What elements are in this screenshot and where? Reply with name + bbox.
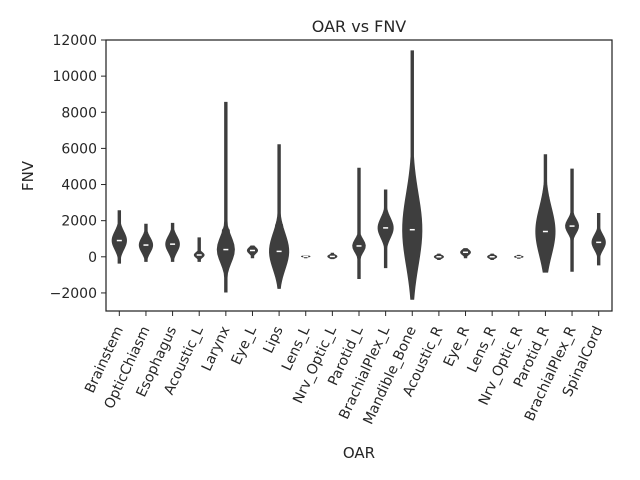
violin-Parotid_R [535,154,556,273]
violin-SpinalCord [591,212,606,266]
violin-iqr-box [568,220,577,234]
violin-OpticChiasm [138,223,154,262]
violin-Brainstem [111,210,127,264]
violin-Larynx [216,101,235,293]
violin-iqr-box [168,236,177,251]
y-tick-label: −2000 [50,286,97,302]
y-tick-label: 8000 [61,105,97,121]
violin-iqr-box [355,237,363,250]
violin-iqr-box [594,237,603,252]
violin-Nrv_Optic_R [514,254,524,259]
violin-Esophagus [165,222,180,262]
chart-title: OAR vs FNV [312,17,407,36]
violin-iqr-box [221,227,230,252]
y-tick-label: 12000 [52,33,97,49]
y-axis: −2000 0 2000 4000 6000 8000 10000 12000 [50,33,106,302]
violin-Acoustic_R [433,253,444,261]
violin-Lens_R [487,253,498,261]
violin-iqr-box [381,217,390,236]
y-tick-label: 10000 [52,69,97,85]
y-tick-label: 2000 [61,214,97,230]
plot-area [111,50,606,300]
x-axis-label: OAR [343,444,375,462]
violin-Eye_R [460,248,471,259]
violin-BrachialPlex_R [565,168,580,272]
violin-Mandible_Bone [402,50,423,300]
x-tick-label: Eye_L [228,324,260,368]
violin-Lens_L [301,255,311,259]
violin-BrachialPlex_L [377,189,394,269]
violin-iqr-box [541,195,550,239]
violin-iqr-box [408,180,417,246]
y-tick-label: 0 [88,250,97,266]
violin-iqr-box [275,222,284,255]
violin-Parotid_L [352,167,366,279]
y-axis-label: FNV [19,160,37,191]
x-tick-label: Lips [260,324,286,356]
violin-Lips [269,144,290,289]
y-tick-label: 4000 [61,178,97,194]
violin-Acoustic_L [193,237,205,262]
y-tick-label: 6000 [61,141,97,157]
violin-Eye_L [246,245,259,259]
x-axis: BrainstemOpticChiasmEsophagusAcoustic_LL… [82,311,606,427]
violin-Nrv_Optic_L [327,252,338,260]
